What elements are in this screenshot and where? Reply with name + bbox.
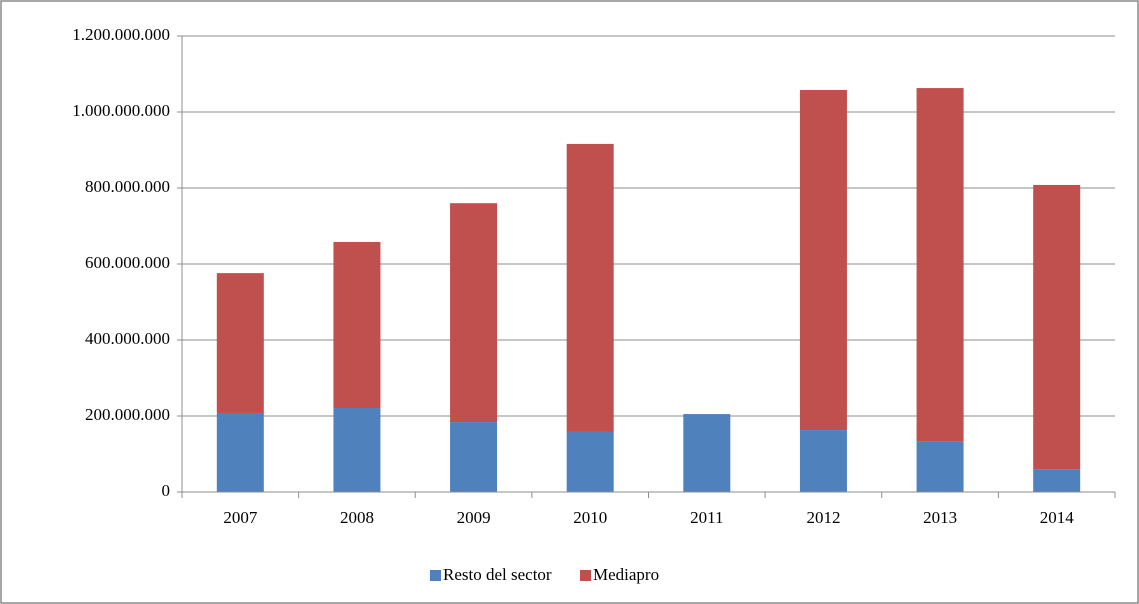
legend-label: Mediapro (593, 565, 659, 584)
y-tick-label: 1.000.000.000 (72, 101, 170, 120)
bar-segment (799, 89, 847, 431)
y-tick-label: 1.200.000.000 (72, 25, 170, 44)
legend-swatch (430, 570, 441, 581)
x-tick-label: 2011 (690, 508, 723, 527)
bar-segment (916, 441, 964, 492)
bar-segment (1033, 184, 1081, 470)
bar-segment (916, 88, 964, 442)
x-tick-label: 2010 (573, 508, 607, 527)
bar-segment (216, 273, 264, 413)
y-tick-label: 0 (162, 481, 171, 500)
bar-segment (216, 412, 264, 492)
y-tick-label: 400.000.000 (85, 329, 170, 348)
bar-segment (333, 408, 381, 492)
bar-segment (450, 203, 498, 423)
y-tick-label: 600.000.000 (85, 253, 170, 272)
legend-swatch (580, 570, 591, 581)
bar-segment (683, 414, 731, 492)
x-tick-label: 2007 (223, 508, 258, 527)
x-tick-label: 2014 (1040, 508, 1075, 527)
bar-segment (333, 241, 381, 409)
y-tick-label: 800.000.000 (85, 177, 170, 196)
y-tick-label: 200.000.000 (85, 405, 170, 424)
x-tick-label: 2012 (806, 508, 840, 527)
x-tick-label: 2008 (340, 508, 374, 527)
bar-segment (1033, 469, 1081, 492)
x-tick-label: 2009 (457, 508, 491, 527)
bar-segment (450, 422, 498, 492)
bar-segment (566, 143, 614, 432)
bar-segment (799, 430, 847, 492)
bar-segment (566, 431, 614, 492)
legend-label: Resto del sector (443, 565, 552, 584)
x-tick-label: 2013 (923, 508, 957, 527)
